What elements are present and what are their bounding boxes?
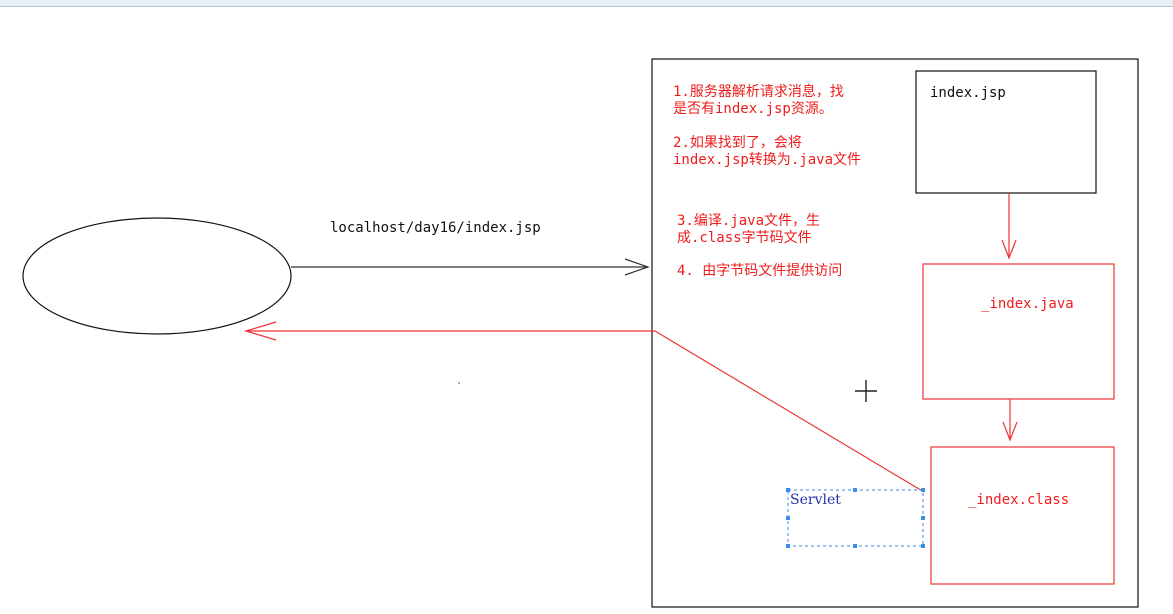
step-1-line-1: 1.服务器解析请求消息，找 (673, 84, 844, 100)
class-file-label: _index.class (968, 492, 1070, 508)
class-file-box (930, 446, 1115, 585)
step-3-line-2: 成.class字节码文件 (677, 230, 812, 246)
window-top-strip (0, 0, 1173, 7)
java-file-box (922, 263, 1115, 400)
step-2-line-2: index.jsp转换为.java文件 (673, 152, 862, 168)
response-arrow (243, 321, 655, 341)
java-file-label: _index.java (981, 296, 1074, 312)
java-to-class-arrow (1002, 399, 1018, 442)
jsp-to-java-arrow (1001, 193, 1017, 260)
crosshair-cursor-icon (855, 380, 877, 402)
request-url-label: localhost/day16/index.jsp (330, 220, 541, 236)
server-box (651, 58, 1139, 608)
step-2-line-1: 2.如果找到了，会将 (673, 135, 802, 151)
servlet-selection-box[interactable] (786, 488, 925, 548)
stray-dot (458, 382, 460, 384)
step-4-line-1: 4. 由字节码文件提供访问 (677, 263, 843, 279)
request-arrow (291, 258, 650, 276)
step-1-line-2: 是否有index.jsp资源。 (673, 101, 833, 117)
client-browser-ellipse (22, 217, 292, 335)
servlet-label: Servlet (790, 492, 841, 508)
jsp-file-label: index.jsp (930, 85, 1006, 101)
jsp-file-box (915, 70, 1097, 194)
response-connector-line (654, 330, 925, 493)
step-3-line-1: 3.编译.java文件，生 (677, 213, 821, 229)
